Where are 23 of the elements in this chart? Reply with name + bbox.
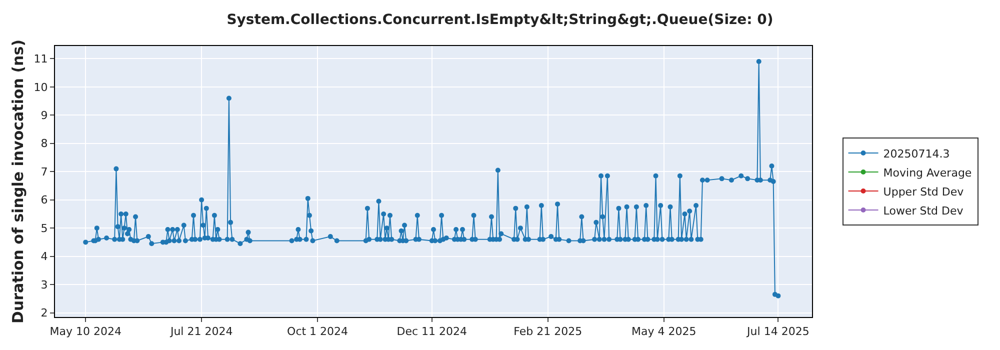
y-tick-label: 9 bbox=[40, 109, 48, 122]
y-tick-label: 6 bbox=[40, 194, 48, 207]
y-tick-label: 11 bbox=[34, 52, 48, 66]
x-tick-label: May 10 2024 bbox=[50, 325, 122, 338]
legend-label: 20250714.3 bbox=[883, 147, 950, 160]
legend-label: Lower Std Dev bbox=[883, 204, 964, 218]
y-tick-label: 8 bbox=[40, 137, 48, 150]
y-tick-label: 5 bbox=[40, 222, 48, 235]
x-tick-label: Jul 21 2024 bbox=[169, 325, 233, 338]
y-tick-label: 3 bbox=[40, 278, 48, 292]
chart-title: System.Collections.Concurrent.IsEmpty&lt;String&gt;.Queue(Size: 0) bbox=[226, 12, 774, 28]
y-tick-label: 7 bbox=[40, 165, 48, 178]
x-tick-label: Feb 21 2025 bbox=[514, 325, 582, 338]
y-tick-label: 4 bbox=[40, 250, 48, 264]
y-axis-title: Duration of single invocation (ns) bbox=[9, 40, 28, 324]
x-tick-label: May 4 2025 bbox=[631, 325, 696, 338]
x-tick-label: Jul 14 2025 bbox=[746, 325, 810, 338]
legend-label: Upper Std Dev bbox=[883, 185, 964, 198]
y-tick-label: 2 bbox=[40, 306, 48, 320]
legend-label: Moving Average bbox=[883, 166, 972, 180]
x-tick-label: Oct 1 2024 bbox=[287, 325, 348, 338]
x-tick-label: Dec 11 2024 bbox=[396, 325, 468, 338]
y-tick-label: 10 bbox=[34, 80, 48, 94]
